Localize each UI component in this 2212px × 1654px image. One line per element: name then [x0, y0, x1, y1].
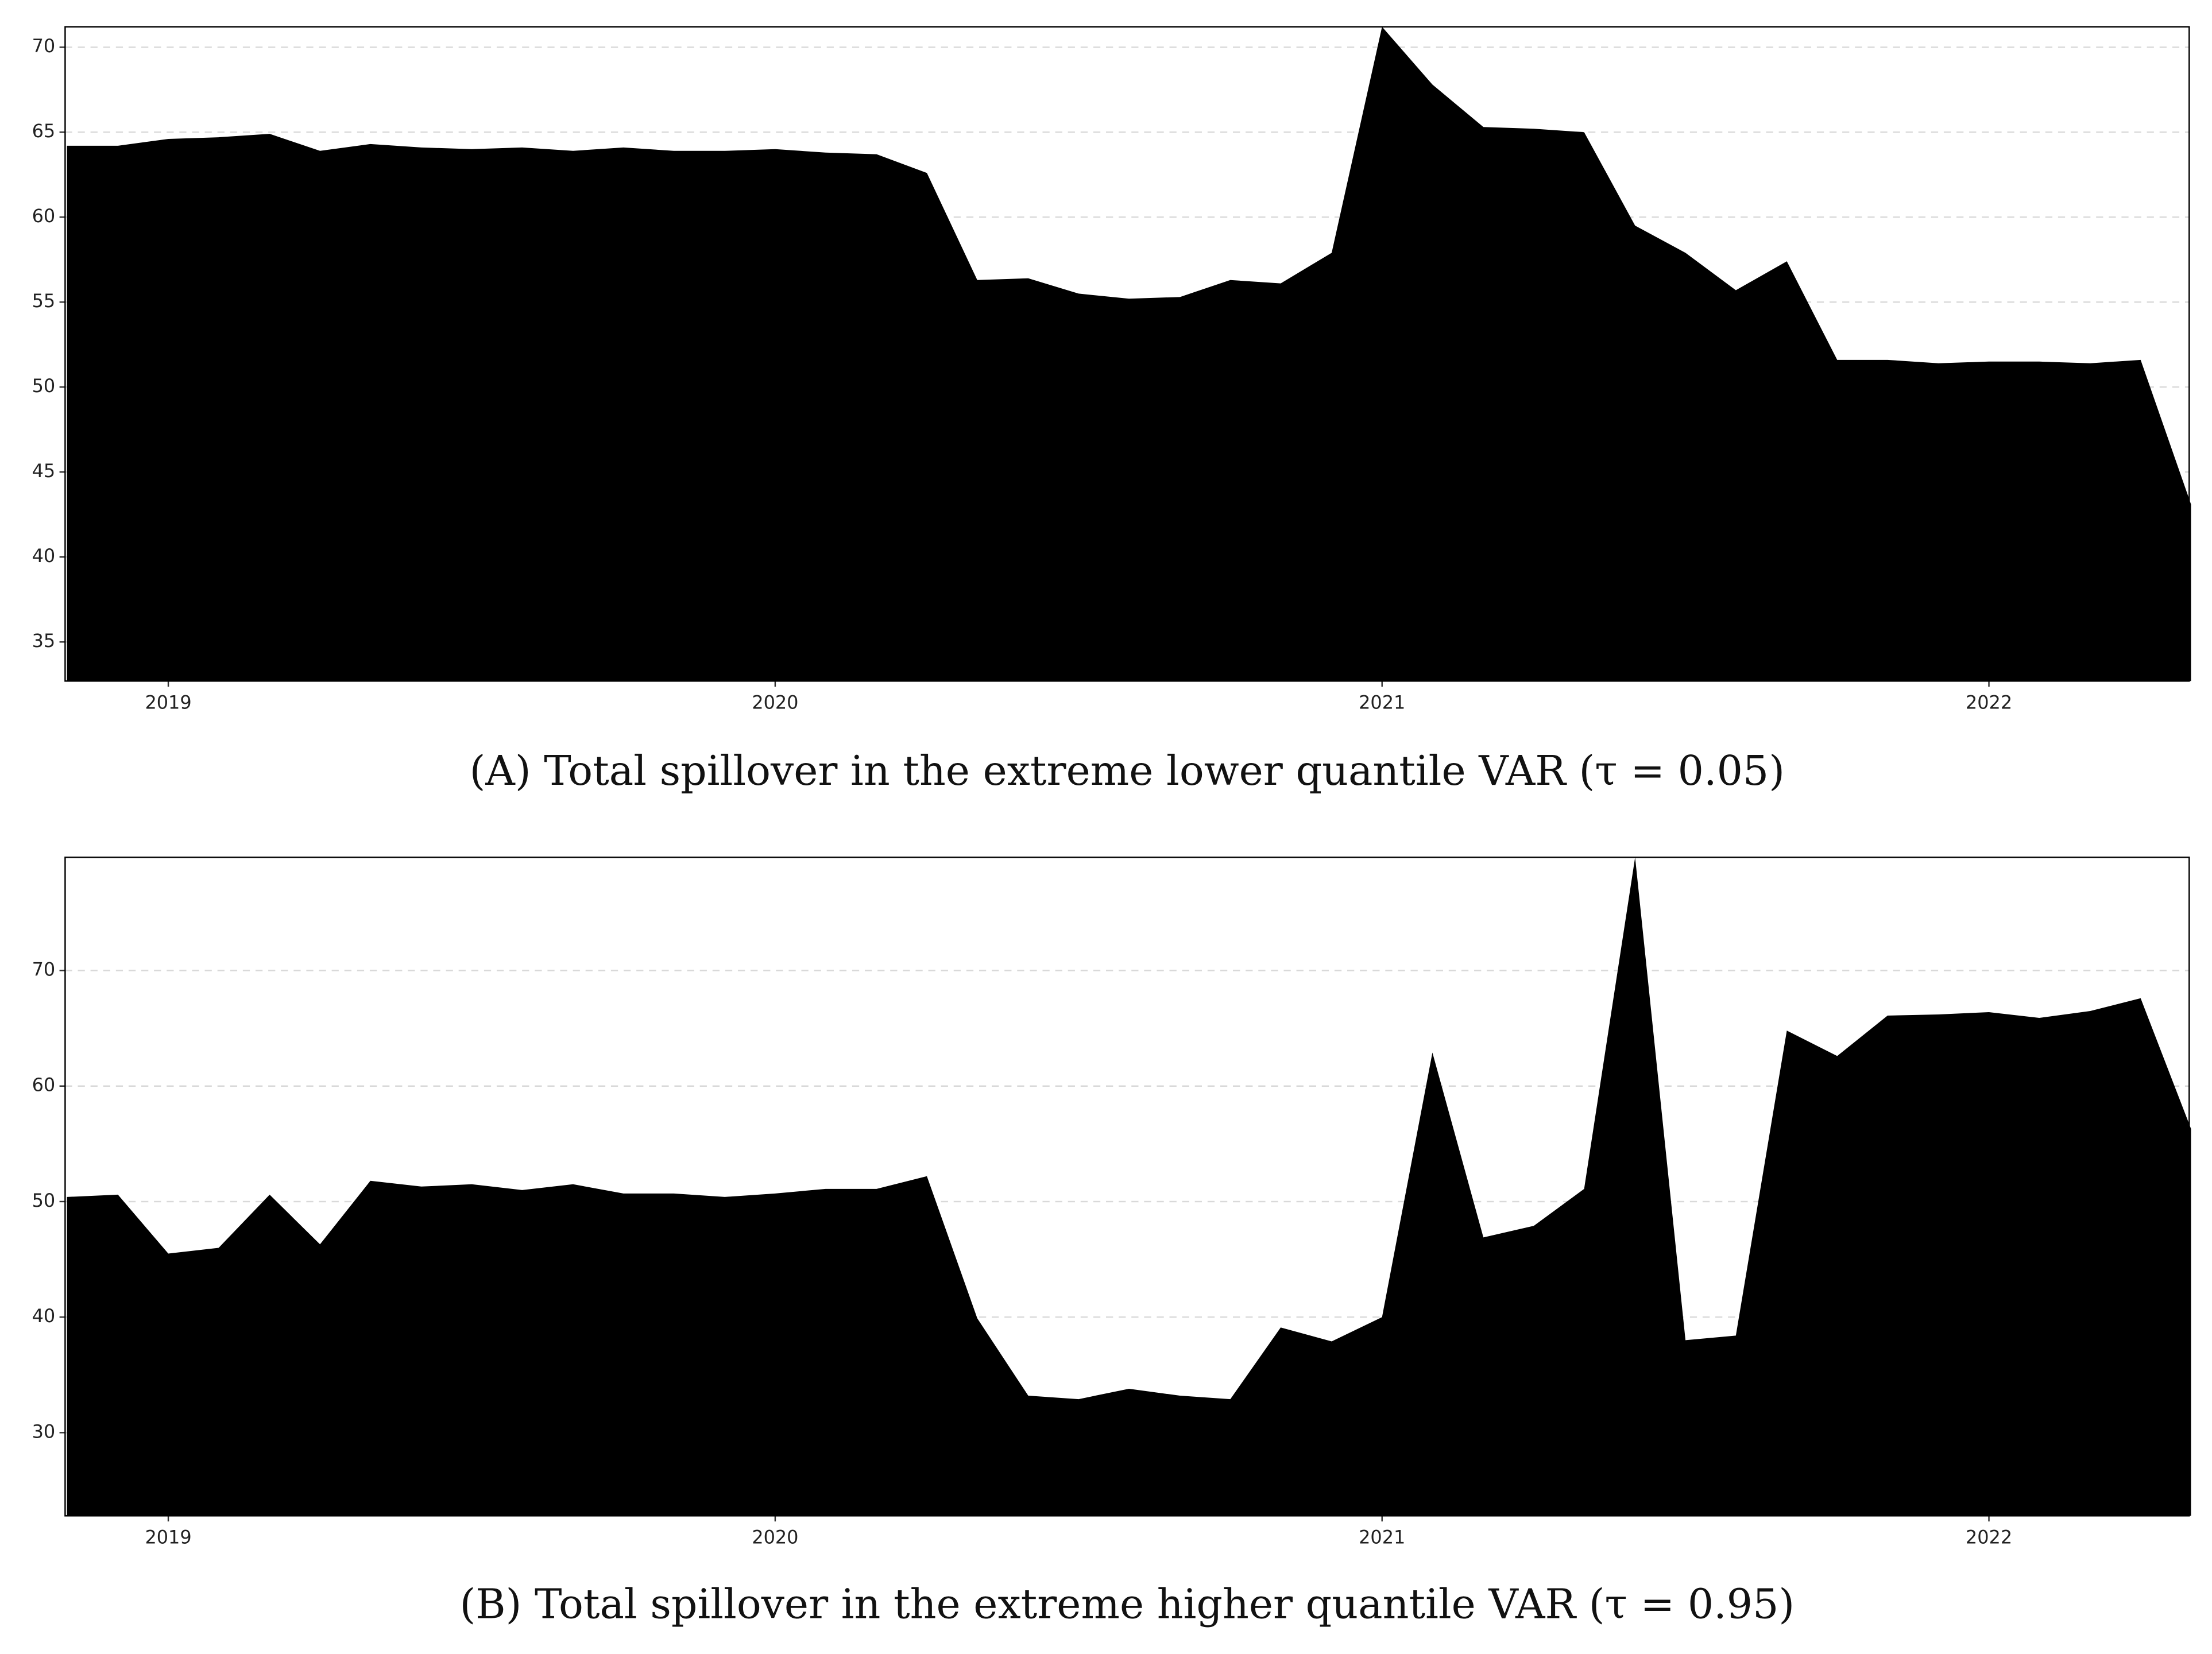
y-tick-label: 45 — [32, 460, 56, 482]
y-tick-label: 70 — [32, 35, 56, 57]
y-tick-label: 40 — [32, 545, 56, 567]
caption: (A) Total spillover in the extreme lower… — [470, 747, 1785, 795]
area — [67, 857, 2191, 1516]
y-tick-label: 55 — [32, 290, 56, 312]
y-tick-label: 50 — [32, 375, 56, 397]
plot-frame — [64, 857, 2190, 1517]
x-tick-label: 2020 — [752, 1527, 798, 1548]
x-tick-label: 2022 — [1966, 1527, 2012, 1548]
y-tick-label: 50 — [32, 1190, 56, 1211]
x-tick-label: 2021 — [1359, 692, 1405, 714]
x-tick-label: 2019 — [145, 1527, 191, 1548]
x-tick-label: 2019 — [145, 692, 191, 714]
caption: (B) Total spillover in the extreme highe… — [459, 1580, 1795, 1628]
y-tick-label: 40 — [32, 1305, 56, 1327]
area — [67, 26, 2191, 681]
x-tick-label: 2020 — [752, 692, 798, 714]
y-tick-label: 70 — [32, 959, 56, 981]
y-tick-label: 65 — [32, 120, 56, 142]
y-tick-label: 60 — [32, 1074, 56, 1096]
x-tick-label: 2022 — [1966, 692, 2012, 714]
plot-frame — [64, 26, 2190, 682]
x-tick-label: 2021 — [1359, 1527, 1405, 1548]
y-tick-label: 35 — [32, 630, 56, 652]
y-tick-label: 30 — [32, 1420, 56, 1442]
y-tick-label: 60 — [32, 205, 56, 227]
